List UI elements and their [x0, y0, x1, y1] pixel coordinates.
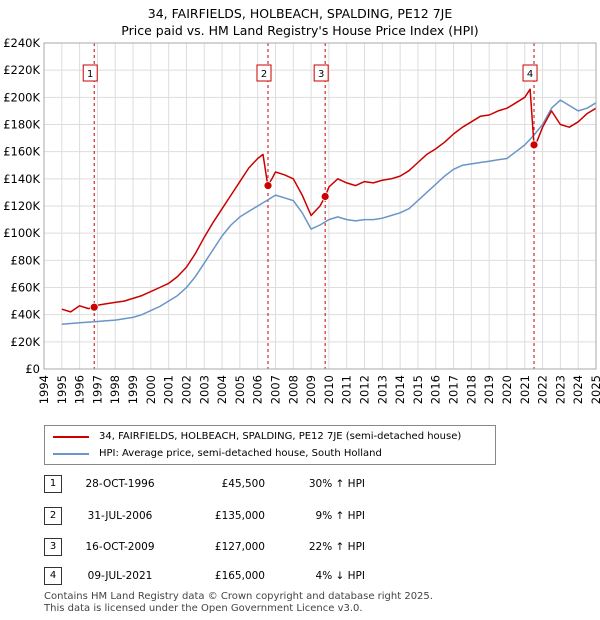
y-tick-label: £200K [3, 90, 40, 104]
legend-red-line [53, 436, 89, 438]
sale-hpi-diff: 22% ↑ HPI [308, 541, 365, 553]
sale-hpi-diff: 4% ↓ HPI [315, 570, 365, 582]
legend-property-label: 34, FAIRFIELDS, HOLBEACH, SPALDING, PE12… [99, 431, 462, 442]
x-tick-label: 2012 [358, 375, 372, 404]
table-row: 1 28-OCT-1996 £45,500 30% ↑ HPI [0, 475, 600, 497]
sale-number-badge: 1 [44, 475, 62, 493]
sale-price: £127,000 [214, 541, 265, 553]
x-tick-label: 2024 [571, 375, 585, 404]
x-tick-label: 1999 [126, 375, 140, 404]
sale-price: £45,500 [221, 478, 265, 490]
price-chart: £0 £20K £40K £60K £80K £100K £120K £140K £160K £1… [3, 36, 600, 404]
sale-label: 3 [318, 69, 324, 80]
x-tick-label: 2001 [162, 375, 176, 404]
x-tick-label: 2023 [553, 375, 567, 404]
x-tick-label: 2022 [536, 375, 550, 404]
x-tick-label: 2013 [375, 375, 389, 404]
sale-number-badge: 3 [44, 538, 62, 556]
sale-label-box [82, 64, 98, 82]
x-tick-label: 2019 [482, 375, 496, 404]
sale-point [320, 192, 330, 201]
sale-number-badge: 4 [44, 567, 62, 585]
sale-price: £165,000 [214, 570, 265, 582]
x-tick-label: 1994 [37, 375, 51, 404]
x-tick-label: 2021 [518, 375, 532, 404]
sale-date: 16-OCT-2009 [85, 541, 155, 553]
sale-point [263, 181, 273, 191]
sale-label-box [313, 64, 329, 82]
x-tick-label: 2015 [411, 375, 425, 404]
x-tick-label: 2005 [233, 375, 247, 404]
x-tick-label: 2004 [215, 375, 229, 404]
chart-title-line1: 34, FAIRFIELDS, HOLBEACH, SPALDING, PE12… [147, 6, 453, 21]
sale-number-badge: 2 [44, 507, 62, 525]
y-tick-label: £40K [11, 308, 41, 322]
sale-label-box [256, 64, 272, 82]
y-tick-label: £160K [3, 145, 40, 159]
y-tick-label: £240K [3, 36, 40, 50]
x-tick-label: 2003 [197, 375, 211, 404]
y-tick-label: £100K [3, 226, 40, 240]
sale-date: 28-OCT-1996 [85, 478, 155, 490]
x-tick-label: 2016 [429, 375, 443, 404]
x-tick-label: 1995 [55, 375, 69, 404]
sale-point [529, 140, 539, 150]
x-tick-label: 2007 [268, 375, 282, 404]
sale-hpi-diff: 9% ↑ HPI [315, 510, 365, 522]
x-tick-label: 2018 [464, 375, 478, 404]
y-tick-label: £180K [3, 118, 40, 132]
y-tick-label: £120K [3, 199, 40, 213]
y-tick-label: £140K [3, 172, 40, 186]
chart-legend: 34, FAIRFIELDS, HOLBEACH, SPALDING, PE12… [44, 425, 496, 465]
x-tick-label: 2009 [304, 375, 318, 404]
x-tick-label: 2017 [447, 375, 461, 404]
x-tick-label: 2006 [251, 375, 265, 404]
x-tick-label: 2002 [179, 375, 193, 404]
plot-frame [43, 42, 597, 370]
footer-license: This data is licensed under the Open Gov… [44, 603, 363, 614]
sale-hpi-diff: 30% ↑ HPI [308, 478, 365, 490]
x-tick-label: 2010 [322, 375, 336, 404]
y-tick-label: £20K [11, 335, 41, 349]
table-row: 2 31-JUL-2006 £135,000 9% ↑ HPI [0, 507, 600, 529]
y-tick-label: £220K [3, 63, 40, 77]
x-tick-label: 2000 [144, 375, 158, 404]
sale-label: 2 [261, 69, 267, 80]
sale-label-box [522, 64, 538, 82]
x-tick-label: 1997 [90, 375, 104, 404]
sale-date: 31-JUL-2006 [87, 510, 153, 522]
sale-price: £135,000 [214, 510, 265, 522]
x-tick-label: 1998 [108, 375, 122, 404]
y-tick-label: £60K [11, 281, 41, 295]
x-tick-label: 2014 [393, 375, 407, 404]
footer-copyright: Contains HM Land Registry data © Crown c… [44, 591, 433, 602]
x-tick-label: 1996 [73, 375, 87, 404]
sale-label: 4 [527, 69, 533, 80]
x-tick-label: 2020 [500, 375, 514, 404]
legend-blue-line [53, 453, 89, 455]
x-tick-label: 2011 [340, 375, 354, 404]
sale-label: 1 [87, 69, 93, 80]
sale-point [89, 302, 99, 312]
chart-title-line2: Price paid vs. HM Land Registry's House … [121, 23, 479, 38]
y-tick-label: £80K [11, 253, 41, 267]
legend-hpi-label: HPI: Average price, semi-detached house,… [99, 448, 382, 459]
sale-date: 09-JUL-2021 [87, 570, 153, 582]
hpi-line [61, 99, 597, 325]
x-tick-label: 2008 [286, 375, 300, 404]
table-row: 4 09-JUL-2021 £165,000 4% ↓ HPI [0, 567, 600, 589]
y-tick-label: £0 [25, 362, 40, 376]
table-row: 3 16-OCT-2009 £127,000 22% ↑ HPI [0, 538, 600, 560]
x-tick-label: 2025 [589, 375, 600, 404]
